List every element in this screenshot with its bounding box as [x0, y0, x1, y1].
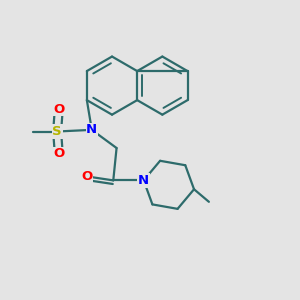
- Text: O: O: [81, 170, 92, 183]
- Text: N: N: [138, 174, 149, 187]
- Text: O: O: [53, 148, 64, 160]
- Text: S: S: [52, 125, 62, 138]
- Text: O: O: [53, 103, 64, 116]
- Text: N: N: [86, 123, 98, 136]
